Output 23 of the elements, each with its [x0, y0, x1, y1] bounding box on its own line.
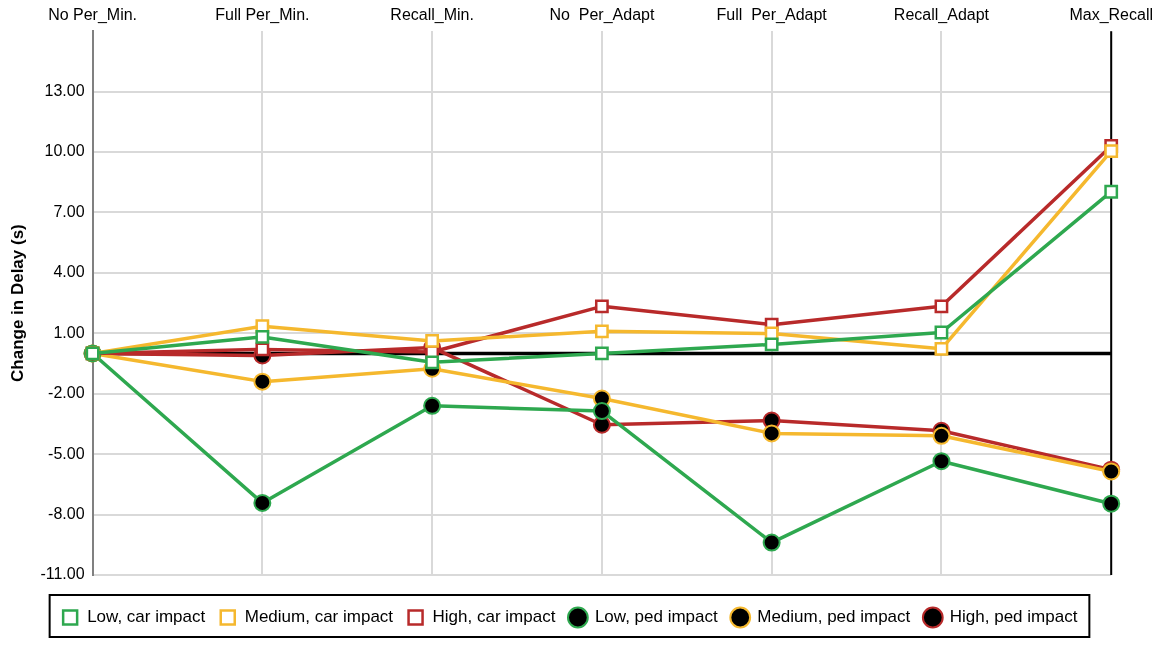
- x-tick-label: Recall_Adapt: [893, 6, 990, 25]
- y-tick-label: -11.00: [40, 565, 85, 583]
- x-tick-label: Full Per_Min.: [215, 6, 310, 25]
- y-axis-title: Change in Delay (s): [7, 224, 27, 382]
- y-tick-label: -5.00: [48, 444, 85, 462]
- y-tick-label: -8.00: [48, 504, 85, 522]
- x-tick-label: Recall_Min.: [390, 6, 474, 25]
- legend-label: High, ped impact: [949, 607, 1078, 627]
- y-tick-label: -2.00: [48, 384, 85, 402]
- legend-label: Medium, ped impact: [757, 607, 911, 627]
- y-tick-label: 1.00: [53, 323, 85, 341]
- legend-label: High, car impact: [432, 607, 556, 627]
- y-tick-label: 4.00: [53, 263, 85, 281]
- legend-label: Low, ped impact: [594, 607, 719, 627]
- x-tick-label: Full Per_Adapt: [716, 6, 828, 25]
- x-tick-label: No Per_Adapt: [549, 6, 655, 25]
- y-tick-label: 13.00: [44, 82, 85, 100]
- y-tick-label: 10.00: [44, 142, 85, 160]
- legend-label: Low, car impact: [87, 607, 206, 627]
- x-tick-label: No Per_Min.: [48, 6, 138, 25]
- legend-label: Medium, car impact: [244, 607, 394, 627]
- y-tick-label: 7.00: [53, 202, 85, 220]
- x-tick-label: Max_Recall: [1069, 6, 1153, 25]
